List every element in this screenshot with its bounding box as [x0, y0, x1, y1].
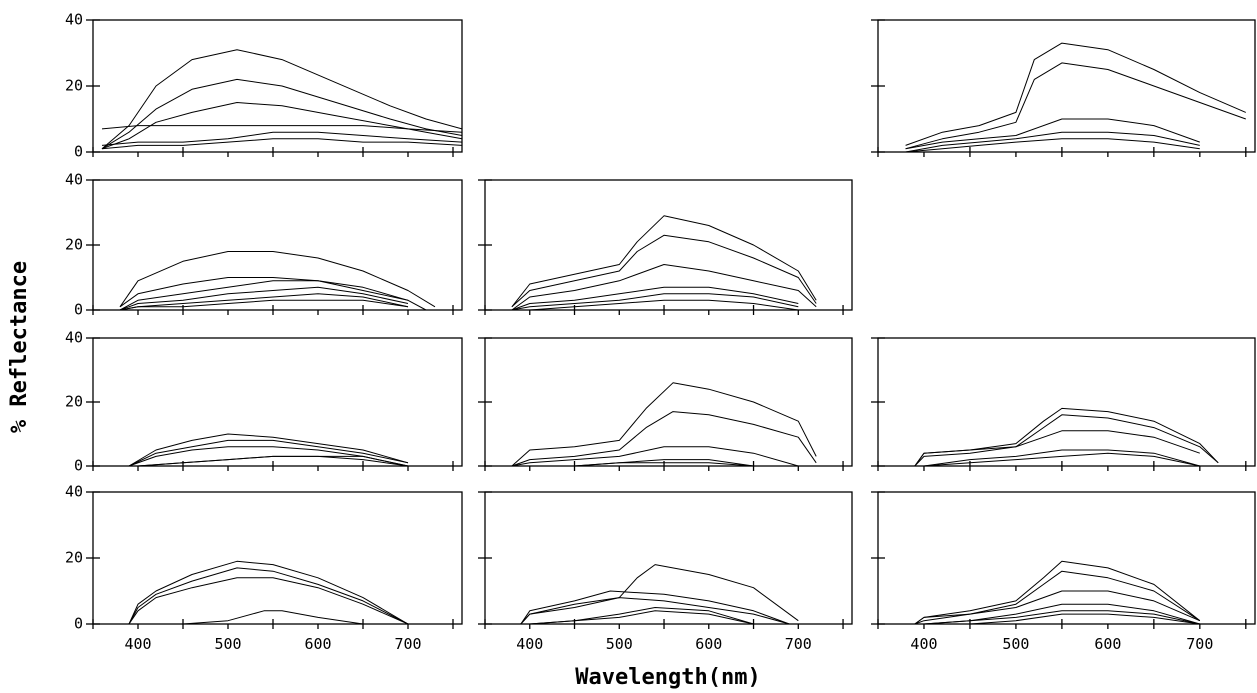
reflectance-curve — [119, 280, 409, 311]
y-tick-label: 0 — [74, 301, 83, 319]
reflectance-curve — [520, 564, 799, 625]
x-tick-label: 500 — [1002, 635, 1029, 653]
reflectance-curve — [128, 567, 409, 625]
y-tick-label: 20 — [65, 236, 83, 254]
reflectance-curve — [511, 215, 817, 308]
reflectance-curve — [520, 597, 790, 625]
x-tick-label: 700 — [785, 635, 812, 653]
y-tick-label: 40 — [65, 11, 83, 29]
y-tick-label: 40 — [65, 483, 83, 501]
x-tick-label: 600 — [1094, 635, 1121, 653]
reflectance-curve — [924, 613, 1200, 625]
reflectance-curve — [128, 433, 409, 467]
y-tick-label: 20 — [65, 393, 83, 411]
panel-r2c1: 0 20 40 — [65, 171, 463, 319]
reflectance-curve — [520, 590, 790, 625]
x-tick-label: 500 — [214, 635, 241, 653]
reflectance-curve — [119, 286, 409, 311]
reflectance-curve — [914, 414, 1219, 467]
reflectance-curve — [923, 610, 1200, 625]
reflectance-curve — [137, 455, 409, 467]
reflectance-curve — [182, 610, 364, 625]
y-tick-label: 20 — [65, 549, 83, 567]
x-tick-label: 400 — [124, 635, 151, 653]
panel-r1c1: 0 20 40 — [65, 11, 463, 161]
x-tick-label: 600 — [304, 635, 331, 653]
reflectance-curve — [128, 560, 409, 625]
reflectance-curve — [914, 407, 1219, 467]
reflectance-curve — [905, 138, 1200, 153]
reflectance-curve — [905, 62, 1246, 150]
panel-r3c2 — [478, 337, 853, 471]
reflectance-curve — [914, 430, 1200, 467]
reflectance-curve — [128, 446, 409, 467]
y-tick-label: 40 — [65, 329, 83, 347]
y-axis-title: % Reflectance — [7, 261, 32, 433]
reflectance-curve — [905, 131, 1200, 153]
reflectance-curve — [511, 293, 799, 311]
panel-r2c2 — [478, 179, 853, 315]
reflectance-curve — [529, 462, 754, 467]
reflectance-curve — [119, 277, 427, 311]
panel-frame — [877, 337, 1256, 467]
x-tick-label: 400 — [910, 635, 937, 653]
reflectance-curve — [511, 446, 799, 467]
y-tick-label: 40 — [65, 171, 83, 189]
y-tick-label: 20 — [65, 77, 83, 95]
reflectance-curve — [101, 49, 463, 150]
x-tick-label: 400 — [516, 635, 543, 653]
reflectance-curve — [119, 299, 409, 311]
panel-frame — [92, 491, 463, 625]
y-tick-label: 0 — [74, 615, 83, 633]
y-tick-label: 0 — [74, 457, 83, 475]
reflectance-curve — [101, 138, 463, 150]
panel-r4c1: 0 20 40 400 500 600 700 — [65, 483, 463, 653]
reflectance-curve — [128, 577, 409, 625]
panel-r4c3: 400 500 600 700 — [871, 491, 1256, 653]
panel-r3c1: 0 20 40 — [65, 329, 463, 475]
reflectance-curve — [905, 42, 1246, 146]
x-tick-label: 500 — [606, 635, 633, 653]
panel-r1c3 — [871, 19, 1256, 157]
panel-r4c2: 400 500 600 700 — [478, 491, 853, 653]
panel-frame — [484, 491, 853, 625]
reflectance-curve — [923, 449, 1200, 467]
x-tick-label: 700 — [1186, 635, 1213, 653]
reflectance-curve — [101, 78, 463, 150]
reflectance-curve — [511, 286, 799, 311]
reflectance-curve — [119, 251, 436, 308]
reflectance-curve — [511, 234, 817, 308]
y-tick-label: 0 — [74, 143, 83, 161]
x-tick-label: 700 — [394, 635, 421, 653]
reflectance-curve — [128, 439, 409, 467]
reflectance-curve — [511, 299, 799, 311]
reflectance-curve — [914, 560, 1201, 625]
reflectance-curve — [905, 118, 1200, 150]
panel-r3c3 — [871, 337, 1256, 471]
reflectance-curve — [914, 570, 1201, 625]
reflectance-curve — [119, 293, 409, 311]
x-axis-title: Wavelength(nm) — [575, 665, 760, 690]
reflectance-curve — [511, 382, 817, 467]
reflectance-curve — [511, 264, 817, 311]
reflectance-curve — [914, 590, 1200, 625]
reflectance-curve — [101, 131, 463, 146]
reflectance-curve — [511, 411, 817, 467]
reflectance-curve — [923, 452, 1200, 467]
reflectance-curve — [101, 125, 463, 133]
reflectance-curve — [529, 610, 754, 625]
x-tick-label: 600 — [695, 635, 722, 653]
